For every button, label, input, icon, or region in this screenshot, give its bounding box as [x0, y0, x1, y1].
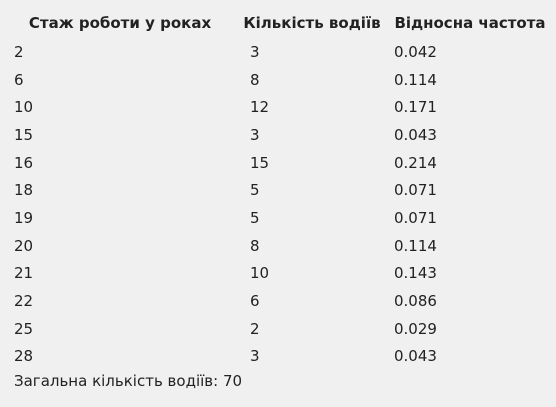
cell-experience: 10: [14, 98, 34, 117]
frequency-table: Стаж роботи у роках Кількість водіїв Від…: [0, 8, 556, 370]
cell-relative-frequency: 0.086: [394, 292, 437, 311]
table-row: 18 5 0.071: [0, 176, 556, 204]
cell-experience: 15: [14, 125, 34, 144]
table-row: 19 5 0.071: [0, 204, 556, 232]
table-row: 21 10 0.143: [0, 260, 556, 288]
cell-relative-frequency: 0.029: [394, 319, 437, 338]
cell-experience: 21: [14, 264, 34, 283]
cell-driver-count: 8: [250, 236, 260, 255]
cell-driver-count: 3: [250, 347, 260, 366]
table-row: 6 8 0.114: [0, 66, 556, 94]
cell-driver-count: 2: [250, 319, 260, 338]
cell-relative-frequency: 0.071: [394, 181, 437, 200]
cell-relative-frequency: 0.214: [394, 153, 437, 172]
header-row: Стаж роботи у роках Кількість водіїв Від…: [0, 8, 556, 38]
cell-experience: 16: [14, 153, 34, 172]
table-header: Стаж роботи у роках Кількість водіїв Від…: [0, 8, 556, 38]
cell-experience: 2: [14, 42, 24, 61]
cell-driver-count: 8: [250, 70, 260, 89]
header-experience-years: Стаж роботи у роках: [28, 14, 212, 32]
cell-experience: 25: [14, 319, 34, 338]
cell-driver-count: 15: [250, 153, 270, 172]
table-row: 22 6 0.086: [0, 287, 556, 315]
table-row: 2 3 0.042: [0, 38, 556, 66]
table-row: 16 15 0.214: [0, 149, 556, 177]
cell-relative-frequency: 0.114: [394, 70, 437, 89]
table-row: 28 3 0.043: [0, 343, 556, 371]
table-row: 25 2 0.029: [0, 315, 556, 343]
cell-relative-frequency: 0.171: [394, 98, 437, 117]
cell-experience: 19: [14, 208, 34, 227]
table-body: 2 3 0.042 6 8 0.114 10 12 0.171 15 3 0.0…: [0, 38, 556, 370]
cell-relative-frequency: 0.114: [394, 236, 437, 255]
header-relative-frequency: Відносна частота: [394, 14, 546, 32]
cell-relative-frequency: 0.043: [394, 125, 437, 144]
cell-driver-count: 5: [250, 181, 260, 200]
cell-experience: 22: [14, 292, 34, 311]
table-row: 15 3 0.043: [0, 121, 556, 149]
cell-relative-frequency: 0.043: [394, 347, 437, 366]
cell-experience: 18: [14, 181, 34, 200]
cell-experience: 20: [14, 236, 34, 255]
cell-relative-frequency: 0.042: [394, 42, 437, 61]
total-drivers-text: Загальна кількість водіїв: 70: [14, 372, 243, 390]
cell-relative-frequency: 0.143: [394, 264, 437, 283]
cell-driver-count: 6: [250, 292, 260, 311]
cell-driver-count: 10: [250, 264, 270, 283]
cell-experience: 6: [14, 70, 24, 89]
cell-experience: 28: [14, 347, 34, 366]
table-row: 10 12 0.171: [0, 93, 556, 121]
cell-driver-count: 3: [250, 125, 260, 144]
table-row: 20 8 0.114: [0, 232, 556, 260]
cell-driver-count: 12: [250, 98, 270, 117]
header-driver-count: Кількість водіїв: [243, 14, 381, 32]
cell-driver-count: 5: [250, 208, 260, 227]
cell-driver-count: 3: [250, 42, 260, 61]
cell-relative-frequency: 0.071: [394, 208, 437, 227]
